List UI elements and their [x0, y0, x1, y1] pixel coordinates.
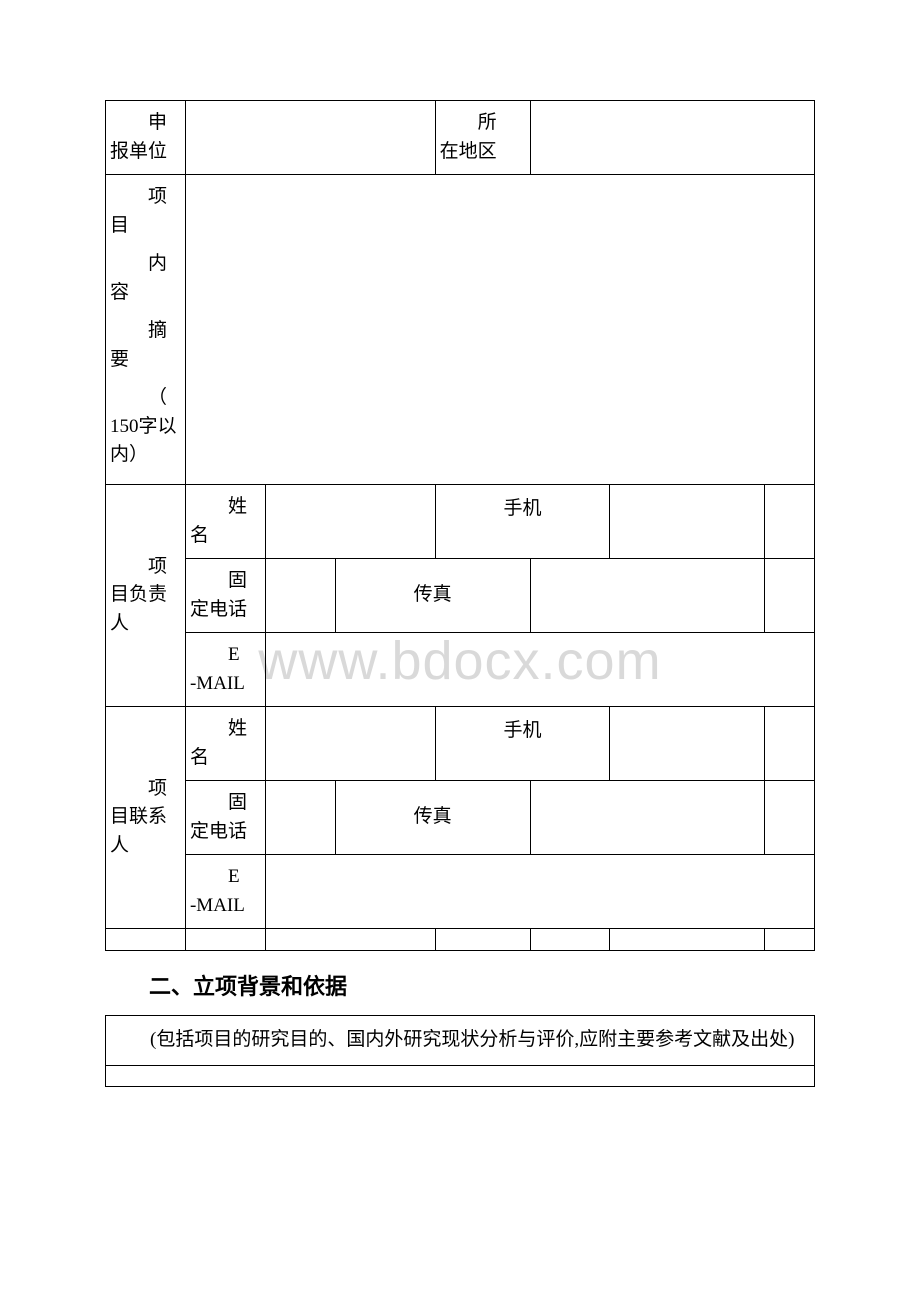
- text: 所: [478, 112, 497, 133]
- text: 项: [148, 778, 167, 799]
- region-value: [530, 101, 814, 175]
- text: 申: [148, 112, 167, 133]
- text: -MAIL: [190, 673, 245, 694]
- text: 名: [190, 525, 209, 546]
- text: 150字以内）: [110, 416, 177, 466]
- responsible-phone-row: 固 定电话 传真: [106, 559, 815, 633]
- text: 传真: [414, 806, 452, 827]
- text: 固: [228, 570, 247, 591]
- text: 姓: [228, 718, 247, 739]
- responsible-name-row: 项 目负责人 姓 名 手机: [106, 485, 815, 559]
- contact-name-label: 姓 名: [185, 707, 265, 781]
- text: 手机: [503, 498, 541, 519]
- contact-mobile-label: 手机: [435, 707, 610, 781]
- bottom-empty-row: [106, 929, 815, 951]
- contact-extra1: [765, 707, 815, 781]
- responsible-phone-label: 固 定电话: [185, 559, 265, 633]
- text: 传真: [414, 584, 452, 605]
- responsible-mobile-label: 手机: [435, 485, 610, 559]
- contact-name-row: 项 目联系人 姓 名 手机: [106, 707, 815, 781]
- responsible-email-value: [265, 633, 814, 707]
- text: 定电话: [190, 599, 247, 620]
- section2-empty-row: [106, 1065, 815, 1086]
- text: 名: [190, 747, 209, 768]
- contact-email-label: E -MAIL: [185, 855, 265, 929]
- summary-label: 项 目 内 容 摘 要 （ 150字以内）: [106, 175, 186, 485]
- summary-row: 项 目 内 容 摘 要 （ 150字以内）: [106, 175, 815, 485]
- summary-value: [185, 175, 814, 485]
- responsible-phone-value: [265, 559, 335, 633]
- text: 内: [148, 253, 167, 274]
- responsible-email-label: E -MAIL: [185, 633, 265, 707]
- contact-email-row: E -MAIL: [106, 855, 815, 929]
- text: 报单位: [110, 141, 167, 162]
- contact-name-value: [265, 707, 435, 781]
- text: 项: [148, 186, 167, 207]
- contact-email-value: [265, 855, 814, 929]
- region-label: 所 在地区: [435, 101, 530, 175]
- text: 摘: [148, 320, 167, 341]
- cell: [106, 929, 186, 951]
- text: 要: [110, 349, 129, 370]
- responsible-fax-label: 传真: [335, 559, 530, 633]
- cell: [265, 929, 435, 951]
- section2-heading: 二、立项背景和依据: [105, 969, 815, 1001]
- responsible-name-value: [265, 485, 435, 559]
- cell: [435, 929, 530, 951]
- text: (包括项目的研究目的、国内外研究现状分析与评价,应附主要参考文献及出处): [150, 1029, 794, 1050]
- cell: [185, 929, 265, 951]
- cell: [610, 929, 765, 951]
- contact-extra2: [765, 781, 815, 855]
- text: -MAIL: [190, 895, 245, 916]
- responsible-label: 项 目负责人: [106, 485, 186, 707]
- main-form-table: 申 报单位 所 在地区 项 目 内 容 摘 要 （ 150字以内） 项: [105, 100, 815, 951]
- text: 在地区: [440, 141, 497, 162]
- section2-table: (包括项目的研究目的、国内外研究现状分析与评价,应附主要参考文献及出处): [105, 1015, 815, 1087]
- text: 目负责人: [110, 584, 167, 634]
- cell: [530, 929, 610, 951]
- text: （: [148, 387, 167, 408]
- responsible-extra2: [765, 559, 815, 633]
- section2-empty-cell: [106, 1065, 815, 1086]
- text: E: [228, 866, 240, 887]
- contact-fax-value: [530, 781, 765, 855]
- reporting-unit-label: 申 报单位: [106, 101, 186, 175]
- text: 目: [110, 215, 129, 236]
- text: 姓: [228, 496, 247, 517]
- responsible-name-label: 姓 名: [185, 485, 265, 559]
- reporting-unit-value: [185, 101, 435, 175]
- reporting-unit-row: 申 报单位 所 在地区: [106, 101, 815, 175]
- cell: [765, 929, 815, 951]
- responsible-extra1: [765, 485, 815, 559]
- section2-desc-cell: (包括项目的研究目的、国内外研究现状分析与评价,应附主要参考文献及出处): [106, 1016, 815, 1066]
- text: E: [228, 644, 240, 665]
- text: 固: [228, 792, 247, 813]
- section2-desc-row: (包括项目的研究目的、国内外研究现状分析与评价,应附主要参考文献及出处): [106, 1016, 815, 1066]
- responsible-mobile-value: [610, 485, 765, 559]
- contact-phone-value: [265, 781, 335, 855]
- responsible-fax-value: [530, 559, 765, 633]
- contact-label: 项 目联系人: [106, 707, 186, 929]
- text: 容: [110, 282, 129, 303]
- responsible-email-row: E -MAIL: [106, 633, 815, 707]
- text: 定电话: [190, 821, 247, 842]
- contact-phone-row: 固 定电话 传真: [106, 781, 815, 855]
- text: 手机: [503, 720, 541, 741]
- contact-phone-label: 固 定电话: [185, 781, 265, 855]
- text: 项: [148, 556, 167, 577]
- contact-fax-label: 传真: [335, 781, 530, 855]
- contact-mobile-value: [610, 707, 765, 781]
- text: 目联系人: [110, 806, 167, 856]
